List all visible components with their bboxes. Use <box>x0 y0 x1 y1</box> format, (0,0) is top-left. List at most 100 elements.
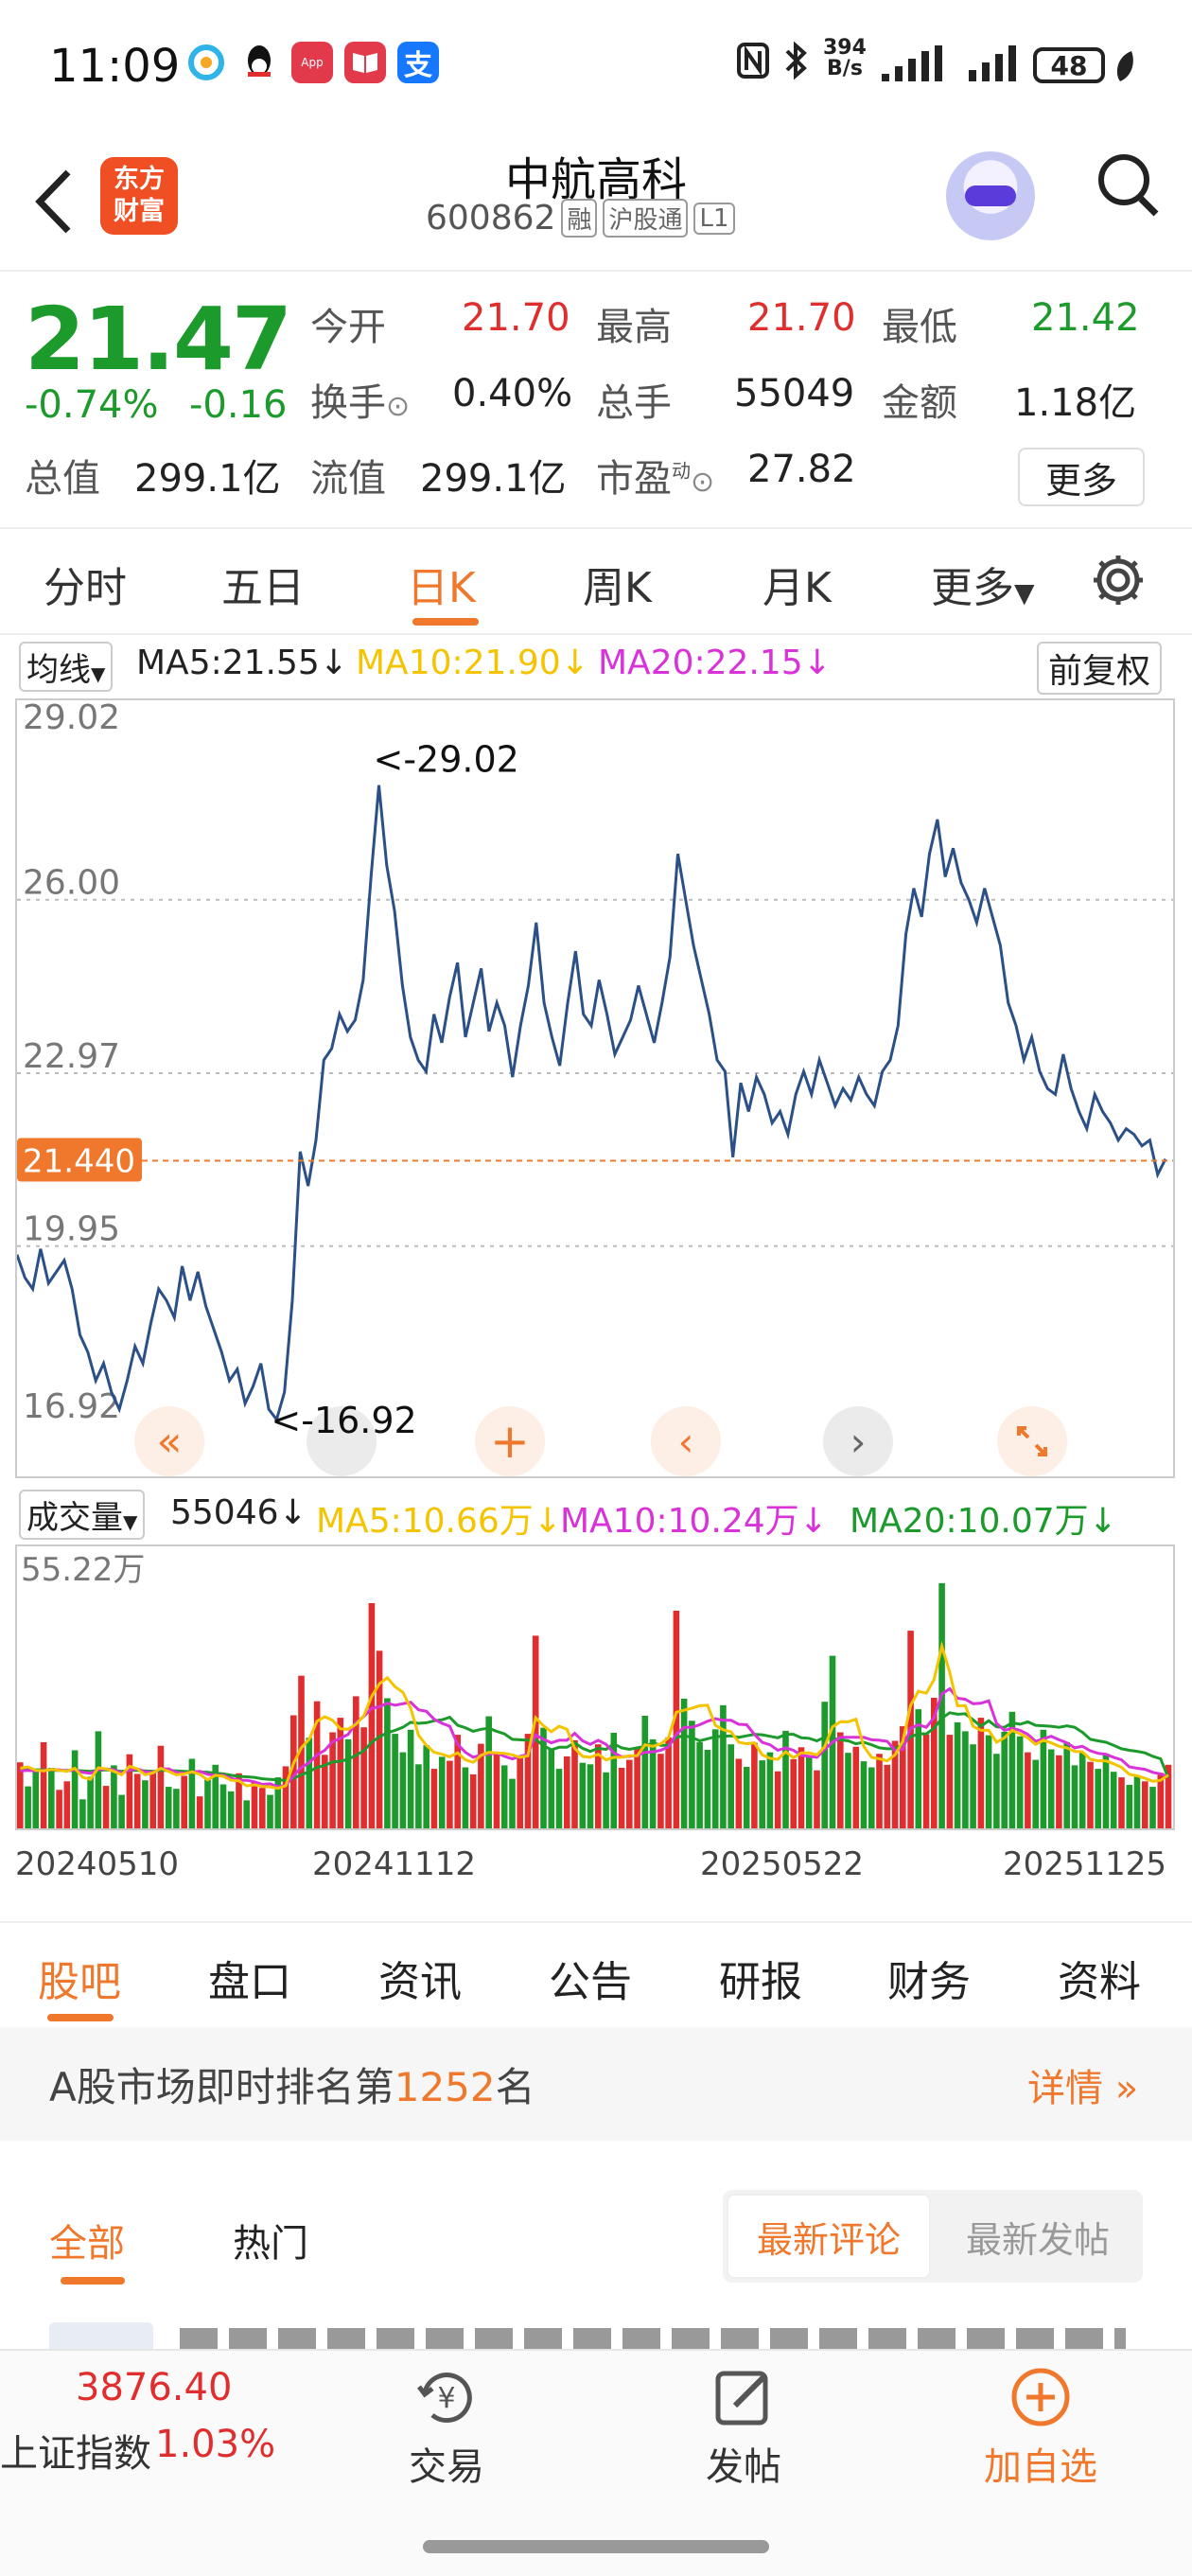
alipay-icon: 支 <box>397 42 439 83</box>
ma-selector[interactable]: 均线▼ <box>19 642 114 692</box>
settings-icon[interactable] <box>1090 552 1147 612</box>
volume-bar <box>680 1699 688 1828</box>
amount-label: 金额 <box>882 381 957 425</box>
volume-bar <box>868 1767 875 1828</box>
volume-bar <box>579 1762 587 1828</box>
volume-bar <box>977 1718 985 1828</box>
index-value[interactable]: 3876.40 <box>76 2366 233 2409</box>
tab-monthly-k[interactable]: 月K <box>763 564 832 612</box>
filter-tab-indicator <box>61 2277 125 2285</box>
more-button[interactable]: 更多 <box>1018 448 1145 506</box>
rank-banner[interactable]: A股市场即时排名第1252名 详情 » <box>0 2027 1192 2141</box>
robot-assistant-icon[interactable] <box>946 151 1035 240</box>
app-logo[interactable]: 东方 财富 <box>100 157 178 235</box>
volume-bar <box>1118 1777 1125 1828</box>
ma-selector-label: 均线 <box>26 651 91 689</box>
tab-all-posts[interactable]: 全部 <box>49 2222 125 2266</box>
price-chart[interactable]: 29.02 26.00 22.97 19.95 16.92 21.440 <-29.02 <-… <box>15 698 1175 1478</box>
tab-announcement[interactable]: 公告 <box>549 1958 632 2006</box>
margin-tag: 融 <box>561 199 598 238</box>
add-watch-label: 加自选 <box>984 2445 1097 2489</box>
tab-pankou[interactable]: 盘口 <box>208 1958 291 2006</box>
high-label: 最高 <box>596 306 672 349</box>
logo-line2: 财富 <box>114 197 165 226</box>
bottom-bar: 3876.40 上证指数 1.03% ¥ 交易 发帖 加自选 <box>0 2349 1192 2576</box>
section-tab-indicator <box>47 2014 114 2021</box>
volume-bar <box>478 1743 484 1828</box>
volume-chart[interactable]: 55.22万 <box>15 1544 1175 1830</box>
y-tick-label: 19.95 <box>23 1210 120 1249</box>
volume-bar <box>571 1739 578 1828</box>
pe-label[interactable]: 市盈动⊙ <box>596 448 714 503</box>
current-price-label: 21.440 <box>23 1143 135 1181</box>
sort-latest-comment[interactable]: 最新评论 <box>727 2194 931 2279</box>
index-name[interactable]: 上证指数 <box>0 2432 151 2476</box>
zoom-out-icon[interactable] <box>307 1406 377 1476</box>
high-value: 21.70 <box>747 296 856 340</box>
home-indicator[interactable] <box>423 2540 769 2553</box>
volume-legend: 成交量▼ 55046↓ MA5:10.66万↓ MA10:10.24万↓ MA2… <box>0 1484 1192 1541</box>
volume-bar <box>555 1769 563 1828</box>
volume-bar <box>720 1704 727 1828</box>
adjust-button[interactable]: 前复权 <box>1037 642 1163 695</box>
volume-bar <box>641 1716 649 1828</box>
volume-bar <box>259 1788 266 1828</box>
volume-bar <box>181 1775 187 1828</box>
dropdown-triangle-icon: ▼ <box>1014 577 1035 609</box>
leaf-icon <box>1113 49 1137 87</box>
volume-bar <box>1149 1787 1156 1828</box>
tab-weekly-k[interactable]: 周K <box>583 564 652 612</box>
volume-bar <box>95 1731 102 1828</box>
step-right-icon[interactable]: › <box>823 1406 893 1476</box>
post-button[interactable]: 发帖 <box>668 2364 819 2491</box>
tab-research[interactable]: 研报 <box>719 1958 802 2006</box>
tab-intraday[interactable]: 分时 <box>44 564 127 612</box>
tab-daily-k[interactable]: 日K <box>407 564 476 612</box>
tab-news[interactable]: 资讯 <box>378 1958 462 2006</box>
pe-info-icon: ⊙ <box>691 466 715 499</box>
volume-bar <box>1102 1755 1110 1828</box>
volume-bar <box>649 1738 657 1828</box>
volume-bar <box>595 1744 602 1828</box>
trade-icon: ¥ <box>413 2364 480 2430</box>
zoom-in-icon[interactable]: + <box>475 1406 545 1476</box>
step-left-icon[interactable]: ‹ <box>651 1406 721 1476</box>
volume-bar <box>782 1730 789 1828</box>
tab-more[interactable]: 更多▼ <box>931 554 1035 614</box>
vol-arrow: ↓ <box>278 1493 307 1532</box>
volume-label: 总手 <box>596 381 672 425</box>
detail-link[interactable]: 详情 » <box>1027 2057 1138 2112</box>
volume-selector[interactable]: 成交量▼ <box>19 1490 146 1540</box>
fullscreen-icon[interactable] <box>997 1406 1067 1476</box>
clock: 11:09 <box>49 40 181 93</box>
volume-bar <box>447 1760 453 1828</box>
trade-button[interactable]: ¥ 交易 <box>371 2364 522 2491</box>
double-left-icon[interactable]: « <box>134 1406 204 1476</box>
volume-bar <box>931 1698 938 1828</box>
volume-bar <box>1165 1764 1172 1828</box>
volume-bar <box>766 1752 774 1828</box>
tab-five-day[interactable]: 五日 <box>221 564 305 612</box>
double-chevron-right-icon: » <box>1103 2067 1139 2110</box>
tab-profile[interactable]: 资料 <box>1058 1958 1141 2006</box>
turnover-label[interactable]: 换手⊙ <box>310 372 410 427</box>
tab-finance[interactable]: 财务 <box>887 1958 971 2006</box>
volume-bar <box>922 1734 930 1828</box>
ma20-legend: MA20:22.15↓ <box>598 644 832 682</box>
tab-hot-posts[interactable]: 热门 <box>233 2222 308 2266</box>
volume-ma5-line <box>20 1640 1169 1791</box>
volume-bar <box>751 1742 758 1828</box>
volume-bar <box>532 1635 539 1828</box>
tab-guba[interactable]: 股吧 <box>38 1958 121 2006</box>
volume-bar <box>469 1773 477 1828</box>
volume-bar <box>485 1716 492 1828</box>
volume-bar <box>938 1582 945 1828</box>
y-tick-label: 26.00 <box>23 864 120 903</box>
sort-latest-post[interactable]: 最新发帖 <box>965 2218 1110 2261</box>
add-watchlist-button[interactable]: 加自选 <box>965 2364 1116 2491</box>
y-tick-label: 22.97 <box>23 1037 120 1076</box>
search-icon[interactable] <box>1096 148 1159 223</box>
back-button[interactable] <box>32 167 76 253</box>
volume-ma10-line <box>20 1686 1169 1789</box>
volume-bar <box>165 1787 172 1828</box>
